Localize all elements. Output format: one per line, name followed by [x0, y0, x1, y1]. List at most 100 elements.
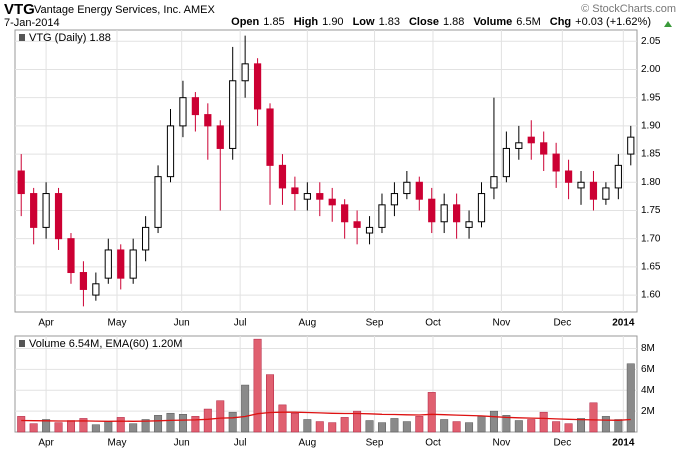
volume-bar — [601, 416, 610, 433]
volume-bar — [116, 417, 125, 433]
volume-bar — [228, 411, 237, 433]
volume-bar — [315, 421, 324, 433]
volume-bar — [104, 421, 113, 433]
x-tick-label: Sep — [366, 318, 384, 329]
volume-bar — [353, 410, 362, 433]
volume-bar — [203, 408, 212, 433]
volume-bar — [66, 420, 75, 433]
candle-body — [303, 193, 311, 200]
volume-bar — [278, 404, 287, 433]
candle-body — [502, 147, 510, 178]
volume-bar — [340, 417, 349, 433]
volume-bar — [91, 424, 100, 433]
candle-body — [365, 226, 374, 234]
candle-body — [79, 272, 88, 290]
volume-bar — [42, 419, 51, 433]
volume-bar — [166, 412, 175, 433]
x-tick-label: Apr — [38, 318, 54, 329]
candle-body — [403, 181, 411, 195]
x-tick-label: Jun — [174, 318, 190, 329]
candle-body — [241, 63, 249, 82]
volume-bar — [154, 415, 163, 433]
volume-bar — [79, 418, 88, 433]
candle-body — [552, 153, 560, 172]
y-tick-label: 1.90 — [641, 121, 661, 132]
volume-bar — [539, 411, 548, 433]
volume-bar — [253, 338, 262, 433]
candle-body — [117, 249, 125, 279]
copyright: © StockCharts.com — [581, 3, 676, 15]
candle-body — [17, 170, 25, 195]
volume-bar — [440, 419, 449, 433]
y-tick-label: 6M — [641, 364, 655, 375]
legend: Volume 6.54M, EMA(60) 1.20M — [29, 338, 182, 350]
quote-value: +0.03 (+1.62%) — [575, 16, 651, 28]
candle-body — [515, 142, 523, 149]
y-tick-label: 1.85 — [641, 149, 661, 160]
candle-body — [415, 181, 423, 200]
volume-bar — [266, 374, 275, 433]
x-tick-label: Jul — [234, 438, 247, 449]
volume-bar — [377, 422, 386, 433]
volume-bar — [54, 422, 63, 433]
company-name: Vantage Energy Services, Inc. AMEX — [34, 4, 215, 16]
quote-value: 1.85 — [263, 16, 284, 28]
candle-body — [129, 249, 137, 279]
volume-bar — [452, 421, 461, 433]
volume-bar — [303, 419, 312, 433]
candle-body — [291, 187, 299, 195]
quote-label: High — [294, 16, 319, 28]
candle-body — [316, 193, 324, 200]
volume-bar — [365, 420, 374, 433]
volume-bar — [415, 416, 424, 433]
volume-bar — [489, 410, 498, 433]
candle-body — [30, 193, 38, 228]
volume-bar — [614, 419, 623, 433]
ema-line — [21, 411, 631, 422]
candle-body — [142, 226, 150, 251]
volume-bar — [17, 416, 26, 433]
y-tick-label: 2.05 — [641, 36, 661, 47]
volume-bar — [178, 414, 187, 433]
volume-bar — [577, 418, 586, 433]
candle-body — [67, 238, 75, 274]
candle-body — [341, 204, 349, 223]
candle-body — [527, 136, 535, 144]
quote-value: 6.5M — [516, 16, 540, 28]
volume-bar — [564, 423, 573, 433]
x-tick-label: Sep — [366, 438, 384, 449]
y-tick-label: 2.00 — [641, 64, 661, 75]
volume-bar — [129, 423, 138, 433]
x-tick-label: Apr — [38, 438, 54, 449]
candle-body — [428, 198, 436, 223]
volume-bar — [402, 421, 411, 433]
y-tick-label: 1.95 — [641, 92, 661, 103]
x-tick-label: Oct — [425, 318, 441, 329]
candle-body — [266, 108, 274, 166]
quote-value: 1.90 — [322, 16, 343, 28]
candle-body — [353, 221, 361, 228]
candle-body — [179, 97, 187, 127]
candle-body — [627, 136, 635, 155]
candle-body — [540, 142, 548, 155]
candle-body — [154, 176, 162, 228]
y-tick-label: 1.70 — [641, 233, 661, 244]
x-tick-label: Aug — [298, 438, 316, 449]
quote-label: Low — [353, 16, 375, 28]
y-tick-label: 4M — [641, 385, 655, 396]
legend-swatch — [19, 34, 25, 41]
quote-value: 1.88 — [443, 16, 464, 28]
x-tick-label: Jul — [234, 318, 247, 329]
candle-body — [465, 221, 473, 228]
candle-body — [191, 97, 199, 116]
volume-bar — [626, 363, 635, 433]
volume-bar — [216, 400, 225, 433]
quote-value: 1.83 — [379, 16, 400, 28]
volume-bar — [527, 419, 536, 433]
volume-panel — [14, 335, 638, 433]
candle-body — [589, 181, 598, 200]
volume-bar — [552, 421, 561, 433]
candle-body — [253, 63, 262, 110]
y-tick-label: 1.65 — [641, 262, 661, 273]
y-tick-label: 8M — [641, 343, 655, 354]
